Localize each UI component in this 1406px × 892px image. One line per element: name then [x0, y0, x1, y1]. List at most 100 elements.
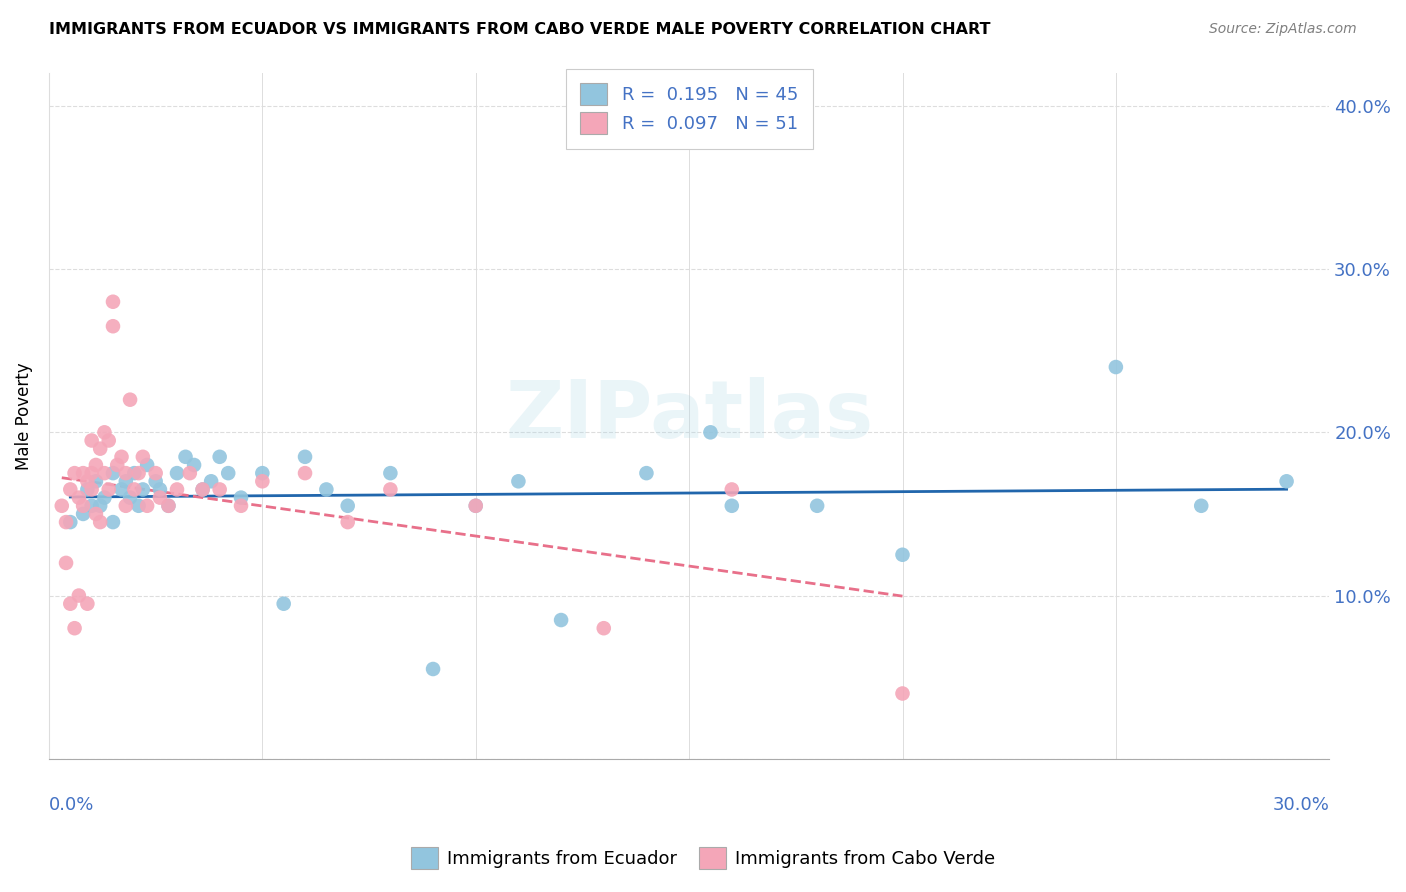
Legend: R =  0.195   N = 45, R =  0.097   N = 51: R = 0.195 N = 45, R = 0.097 N = 51 [565, 69, 813, 149]
Point [1275, 475, 1298, 489]
Point [315, 483, 337, 497]
Point [124, 466, 146, 480]
Point [464, 499, 486, 513]
Point [72, 507, 94, 521]
Point [149, 491, 172, 505]
Point [80, 483, 103, 497]
Point [806, 499, 828, 513]
Point [273, 597, 295, 611]
Point [891, 548, 914, 562]
Point [380, 466, 402, 480]
Point [72, 466, 94, 480]
Point [191, 483, 214, 497]
Point [179, 466, 201, 480]
Text: Source: ZipAtlas.com: Source: ZipAtlas.com [1209, 22, 1357, 37]
Point [93, 491, 115, 505]
Point [97, 434, 120, 448]
Point [114, 499, 136, 513]
Point [55, 556, 77, 570]
Point [157, 499, 180, 513]
Point [149, 483, 172, 497]
Point [105, 458, 128, 472]
Point [191, 483, 214, 497]
Point [76, 597, 98, 611]
Point [200, 475, 222, 489]
Point [67, 589, 90, 603]
Point [336, 515, 359, 529]
Point [891, 686, 914, 700]
Point [252, 466, 274, 480]
Point [699, 425, 721, 440]
Point [76, 483, 98, 497]
Legend: Immigrants from Ecuador, Immigrants from Cabo Verde: Immigrants from Ecuador, Immigrants from… [404, 839, 1002, 876]
Point [101, 466, 124, 480]
Point [592, 621, 614, 635]
Point [1105, 359, 1128, 374]
Point [136, 499, 159, 513]
Point [208, 450, 231, 464]
Text: IMMIGRANTS FROM ECUADOR VS IMMIGRANTS FROM CABO VERDE MALE POVERTY CORRELATION C: IMMIGRANTS FROM ECUADOR VS IMMIGRANTS FR… [49, 22, 991, 37]
Text: ZIPatlas: ZIPatlas [505, 377, 873, 455]
Point [229, 491, 252, 505]
Point [89, 499, 111, 513]
Point [93, 466, 115, 480]
Point [157, 499, 180, 513]
Point [720, 483, 742, 497]
Point [55, 515, 77, 529]
Point [63, 621, 86, 635]
Point [80, 499, 103, 513]
Point [294, 450, 316, 464]
Point [93, 425, 115, 440]
Point [136, 458, 159, 472]
Point [252, 475, 274, 489]
Point [114, 466, 136, 480]
Point [422, 662, 444, 676]
Point [67, 491, 90, 505]
Point [101, 294, 124, 309]
Point [550, 613, 572, 627]
Point [464, 499, 486, 513]
Point [84, 507, 107, 521]
Point [132, 483, 155, 497]
Point [84, 475, 107, 489]
Point [1189, 499, 1212, 513]
Point [145, 466, 167, 480]
Point [720, 499, 742, 513]
Point [636, 466, 658, 480]
Point [120, 392, 142, 407]
Point [84, 458, 107, 472]
Point [110, 483, 132, 497]
Point [166, 466, 188, 480]
Text: 0.0%: 0.0% [49, 797, 94, 814]
Point [76, 475, 98, 489]
Point [114, 475, 136, 489]
Point [59, 597, 82, 611]
Point [508, 475, 530, 489]
Point [229, 499, 252, 513]
Point [97, 483, 120, 497]
Point [80, 434, 103, 448]
Point [120, 491, 142, 505]
Text: 30.0%: 30.0% [1272, 797, 1329, 814]
Point [294, 466, 316, 480]
Point [59, 515, 82, 529]
Point [166, 483, 188, 497]
Point [132, 450, 155, 464]
Point [217, 466, 239, 480]
Point [128, 499, 150, 513]
Point [124, 483, 146, 497]
Point [51, 499, 73, 513]
Point [183, 458, 205, 472]
Point [110, 450, 132, 464]
Y-axis label: Male Poverty: Male Poverty [15, 362, 32, 470]
Point [63, 466, 86, 480]
Point [174, 450, 197, 464]
Point [72, 499, 94, 513]
Point [89, 442, 111, 456]
Point [208, 483, 231, 497]
Point [101, 515, 124, 529]
Point [59, 483, 82, 497]
Point [145, 475, 167, 489]
Point [128, 466, 150, 480]
Point [336, 499, 359, 513]
